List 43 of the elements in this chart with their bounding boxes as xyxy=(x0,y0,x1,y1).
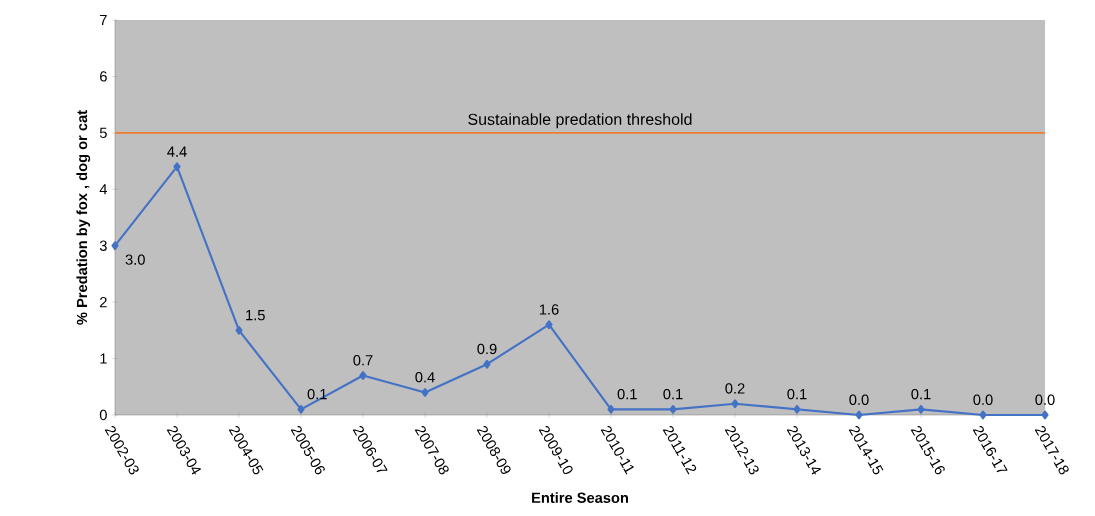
point xyxy=(483,359,491,369)
y-tick-label: 0 xyxy=(99,409,107,421)
ref-line-label: Sustainable predation threshold xyxy=(468,113,692,129)
data-label: 0.1 xyxy=(617,388,637,400)
y-tick-label: 1 xyxy=(100,353,107,364)
data-label: 3.0 xyxy=(125,254,145,265)
y-tick-label: 6 xyxy=(100,71,107,82)
data-label: 0.1 xyxy=(911,388,931,400)
y-tick-label: 5 xyxy=(99,127,107,138)
x-axis-title: Entire Season xyxy=(532,492,628,503)
point xyxy=(173,162,181,172)
point xyxy=(359,371,367,380)
point xyxy=(297,404,305,414)
point xyxy=(855,410,863,420)
point xyxy=(235,325,243,335)
point xyxy=(545,320,553,330)
point xyxy=(731,399,739,409)
data-label: 1.5 xyxy=(246,310,265,321)
data-label: 0.1 xyxy=(663,388,683,400)
y-tick-label: 2 xyxy=(100,297,107,308)
point xyxy=(917,404,925,414)
y-tick-label: 4 xyxy=(99,184,108,195)
data-label: 0.7 xyxy=(353,355,373,366)
point xyxy=(669,404,677,414)
point xyxy=(607,404,615,414)
data-label: 0.1 xyxy=(307,388,327,400)
y-tick-label: 7 xyxy=(100,14,107,26)
data-label: 0.0 xyxy=(1035,394,1055,405)
point xyxy=(1041,410,1049,420)
y-axis-title: % Predation by fox , dog or cat xyxy=(76,110,91,325)
y-tick-label: 3 xyxy=(99,240,107,251)
data-label: 0.1 xyxy=(787,388,807,400)
point xyxy=(421,388,429,397)
data-label: 4.4 xyxy=(167,146,187,157)
data-label: 0.9 xyxy=(477,343,497,355)
data-label: 1.6 xyxy=(539,304,559,315)
point xyxy=(111,241,119,251)
data-label: 0.2 xyxy=(725,383,745,394)
data-label: 0.4 xyxy=(415,372,435,383)
data-label: 0.0 xyxy=(849,394,869,405)
point xyxy=(979,410,987,420)
data-label: 0.0 xyxy=(973,394,993,405)
point xyxy=(793,404,801,414)
